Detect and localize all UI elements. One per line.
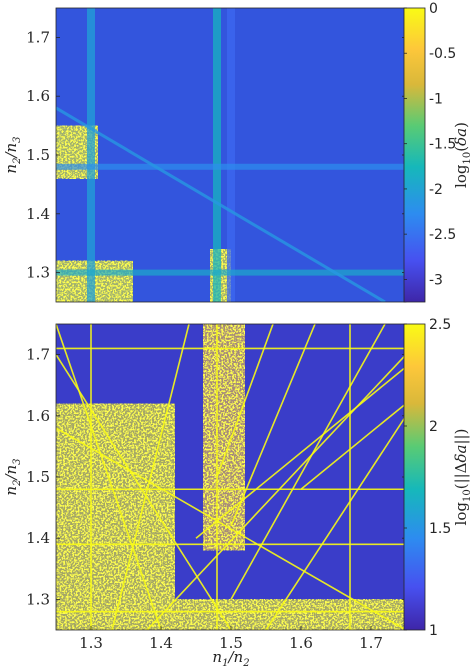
- top-colorbar-tick-label-1: -0.5: [429, 46, 456, 62]
- bottom-y-tick-label-1: 1.4: [26, 529, 50, 547]
- top-colorbar-label: log10(δa): [452, 122, 473, 188]
- bottom-x-axis-label: n1/n2: [212, 648, 249, 668]
- top-colorbar-ticks: 0 -0.5 -1 -1.5 -2 -2.5 -3: [404, 1, 456, 288]
- bottom-y-tick-label-3: 1.6: [26, 407, 50, 425]
- top-y-axis-ticks: 1.3 1.4 1.5 1.6 1.7: [26, 28, 406, 282]
- bottom-x-tick-label-2: 1.5: [219, 634, 243, 652]
- top-y-tick-label-2: 1.5: [26, 146, 50, 164]
- top-y-tick-label-4: 1.7: [26, 28, 50, 46]
- bottom-x-axis-ticks: 1.3 1.4 1.5 1.6 1.7: [79, 626, 383, 652]
- bottom-y-tick-label-0: 1.3: [26, 590, 50, 608]
- bottom-y-axis-ticks: 1.3 1.4 1.5 1.6 1.7: [26, 346, 406, 608]
- bottom-x-tick-label-3: 1.6: [289, 634, 313, 652]
- bottom-x-tick-label-4: 1.7: [359, 634, 383, 652]
- top-horizontal-band-3: [56, 163, 406, 170]
- bottom-colorbar: 1 1.5 2 2.5 log10(||Δδa||): [403, 317, 473, 639]
- top-diagonal-band-5: [56, 106, 386, 302]
- top-heatmap-panel: 1.3 1.4 1.5 1.6 1.7 n2/n3: [2, 7, 407, 303]
- top-colorbar-tick-label-2: -1: [429, 91, 443, 107]
- top-colorbar-tick-label-0: 0: [429, 1, 438, 17]
- bottom-resonance-line-10: [230, 324, 386, 600]
- bottom-x-tick-label-0: 1.3: [79, 634, 103, 652]
- bottom-colorbar-bar: [403, 323, 426, 631]
- top-colorbar: 0 -0.5 -1 -1.5 -2 -2.5 -3 log10(δa): [403, 1, 473, 303]
- bottom-resonance-line-15: [111, 324, 190, 630]
- top-vertical-band-1: [213, 8, 221, 302]
- bottom-colorbar-tick-label-3: 2.5: [429, 317, 451, 333]
- bottom-resonance-line-14: [56, 324, 162, 630]
- top-vertical-band-0: [87, 8, 95, 302]
- top-y-axis-label: n2/n3: [2, 136, 23, 173]
- bottom-colorbar-tick-label-0: 1: [429, 623, 438, 639]
- top-colorbar-tick-label-3: -1.5: [429, 137, 456, 153]
- bottom-x-tick-label-1: 1.4: [149, 634, 173, 652]
- top-colorbar-tick-label-5: -2.5: [429, 227, 456, 243]
- bottom-heatmap-panel: 1.3 1.4 1.5 1.6 1.7 1.3 1.4 1.5 1.6 1.7 n2/n3 n1…: [2, 323, 407, 668]
- top-heatmap-features: [56, 8, 406, 302]
- top-colorbar-tick-label-4: -2: [429, 182, 443, 198]
- bottom-resonance-line-17: [230, 324, 316, 527]
- bottom-resonance-line-9: [146, 354, 406, 630]
- bottom-high-region-speckle-0: [56, 403, 175, 630]
- top-y-tick-label-1: 1.4: [26, 205, 50, 223]
- top-y-tick-label-3: 1.6: [26, 87, 50, 105]
- top-vertical-band-2: [227, 8, 235, 302]
- bottom-high-region-speckle-1: [175, 599, 406, 630]
- bottom-y-axis-label: n2/n3: [2, 458, 23, 495]
- bottom-resonance-line-8: [56, 427, 406, 630]
- bottom-resonance-line-12: [300, 402, 406, 490]
- top-colorbar-bar: [403, 7, 426, 303]
- top-colorbar-tick-label-6: -3: [429, 272, 443, 288]
- bottom-resonance-line-16: [216, 324, 274, 478]
- bottom-resonance-line-13: [195, 366, 406, 539]
- top-y-tick-label-0: 1.3: [26, 264, 50, 282]
- bottom-heatmap-features: [56, 324, 406, 630]
- bottom-colorbar-tick-label-2: 2: [429, 419, 438, 435]
- bottom-colorbar-ticks: 1 1.5 2 2.5: [404, 317, 451, 639]
- bottom-resonance-line-11: [265, 415, 406, 630]
- bottom-high-region-speckle-2: [203, 324, 245, 551]
- top-horizontal-band-4: [56, 269, 406, 276]
- bottom-y-tick-label-4: 1.7: [26, 346, 50, 364]
- bottom-y-tick-label-2: 1.5: [26, 468, 50, 486]
- bottom-colorbar-label: log10(||Δδa||): [452, 429, 473, 526]
- bottom-colorbar-tick-label-1: 1.5: [429, 521, 451, 537]
- bottom-resonance-line-7: [56, 354, 232, 630]
